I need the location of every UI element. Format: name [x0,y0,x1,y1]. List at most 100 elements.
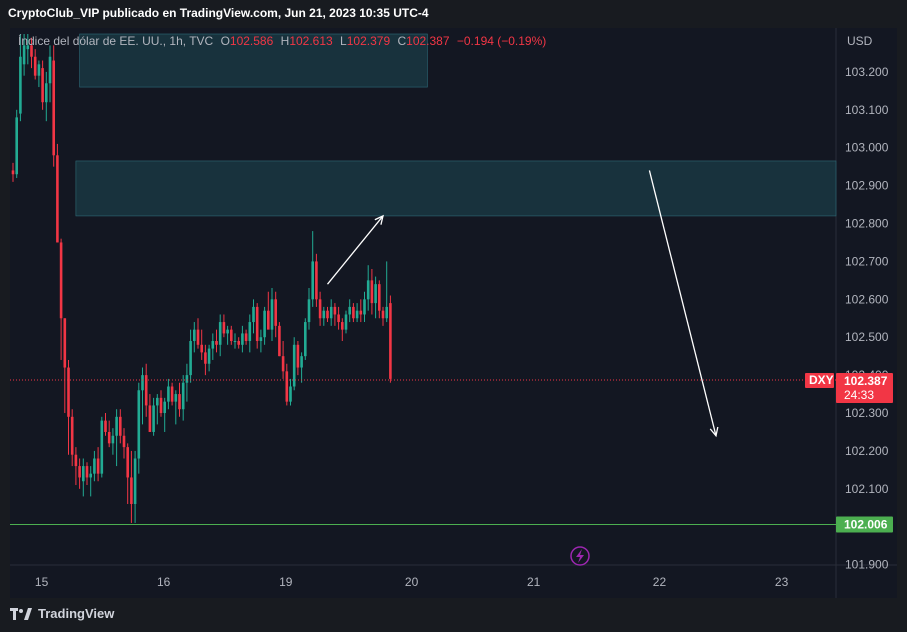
candle-body[interactable] [126,447,129,478]
candle-body[interactable] [26,45,30,50]
candle-body[interactable] [348,306,351,315]
candle-body[interactable] [318,299,322,319]
candle-body[interactable] [263,310,266,338]
candle-body[interactable] [74,454,78,467]
candle-body[interactable] [215,341,218,345]
candle-body[interactable] [270,299,274,330]
candle-body[interactable] [167,386,170,402]
candle-body[interactable] [89,473,92,478]
candle-body[interactable] [333,306,337,315]
candle-body[interactable] [181,382,185,410]
candle-body[interactable] [289,386,292,402]
candle-body[interactable] [22,45,26,65]
candle-body[interactable] [148,405,152,432]
candle-body[interactable] [156,397,159,406]
candle-body[interactable] [107,431,111,444]
candle-body[interactable] [307,299,311,323]
candle-body[interactable] [218,322,222,345]
candle-body[interactable] [241,333,244,345]
candle-body[interactable] [59,242,63,319]
candle-body[interactable] [248,322,252,342]
candle-body[interactable] [152,405,155,432]
candle-body[interactable] [359,310,363,315]
chart-area[interactable] [10,28,897,598]
candle-body[interactable] [226,329,229,334]
candle-body[interactable] [381,310,385,319]
candle-body[interactable] [363,299,366,315]
candle-body[interactable] [207,348,211,364]
candle-body[interactable] [300,356,303,368]
candle-body[interactable] [63,318,67,368]
candle-body[interactable] [315,261,318,300]
candle-body[interactable] [189,341,192,376]
candle-body[interactable] [193,329,196,342]
candle-body[interactable] [85,466,89,478]
candle-body[interactable] [267,310,270,330]
supply-zone[interactable] [79,33,428,88]
candle-body[interactable] [37,64,41,76]
candle-body[interactable] [389,303,392,379]
candle-body[interactable] [70,416,74,455]
candle-body[interactable] [159,397,163,414]
candle-body[interactable] [233,341,237,343]
candle-body[interactable] [11,170,15,175]
candle-body[interactable] [222,322,226,334]
event-lightning-icon[interactable] [570,546,590,566]
candle-body[interactable] [344,314,348,330]
candle-body[interactable] [96,458,100,474]
candle-body[interactable] [19,56,22,114]
candle-body[interactable] [296,344,300,368]
candle-body[interactable] [122,435,126,448]
candle-body[interactable] [133,458,137,504]
candle-body[interactable] [366,280,370,300]
candle-body[interactable] [259,337,263,342]
candle-body[interactable] [82,466,85,482]
candle-body[interactable] [285,371,289,402]
candle-body[interactable] [378,284,381,311]
candle-body[interactable] [170,386,174,402]
candle-body[interactable] [281,356,285,372]
candle-body[interactable] [52,60,55,156]
candle-body[interactable] [322,310,326,319]
candle-body[interactable] [252,306,255,323]
candle-body[interactable] [311,261,314,300]
candle-body[interactable] [33,56,37,76]
candle-body[interactable] [196,329,200,345]
candle-body[interactable] [211,341,215,349]
candle-body[interactable] [45,83,48,103]
candle-body[interactable] [292,344,296,387]
candle-body[interactable] [178,394,181,410]
candle-body[interactable] [174,394,178,402]
candle-body[interactable] [93,458,96,474]
candle-body[interactable] [48,56,52,84]
candle-body[interactable] [352,306,355,319]
candle-body[interactable] [341,322,344,330]
candlestick-chart[interactable]: USD 103.200 103.100 103.000 102.900 102.800 10… [10,28,897,598]
tradingview-footer[interactable]: TradingView [10,606,114,621]
candle-body[interactable] [274,299,277,326]
candle-body[interactable] [244,333,248,342]
candle-body[interactable] [115,416,118,436]
candle-body[interactable] [185,375,189,383]
candle-body[interactable] [78,466,81,478]
candle-body[interactable] [337,314,340,323]
supply-zone[interactable] [75,160,837,217]
candle-body[interactable] [67,367,70,417]
candle-body[interactable] [141,375,144,391]
candle-body[interactable] [230,329,233,342]
candle-body[interactable] [204,352,207,364]
trend-arrow[interactable] [648,170,717,436]
candle-body[interactable] [163,401,166,414]
candle-body[interactable] [104,420,107,432]
candle-body[interactable] [329,306,333,319]
candle-body[interactable] [304,322,307,357]
candle-body[interactable] [111,435,115,444]
candle-body[interactable] [326,310,329,319]
symbol-name[interactable]: Índice del dólar de EE. UU., 1h, TVC [18,34,214,48]
candle-body[interactable] [370,280,374,304]
candle-body[interactable] [41,68,44,103]
candle-body[interactable] [130,477,133,504]
candle-body[interactable] [355,310,359,319]
candle-body[interactable] [15,117,18,175]
candle-body[interactable] [56,155,59,243]
